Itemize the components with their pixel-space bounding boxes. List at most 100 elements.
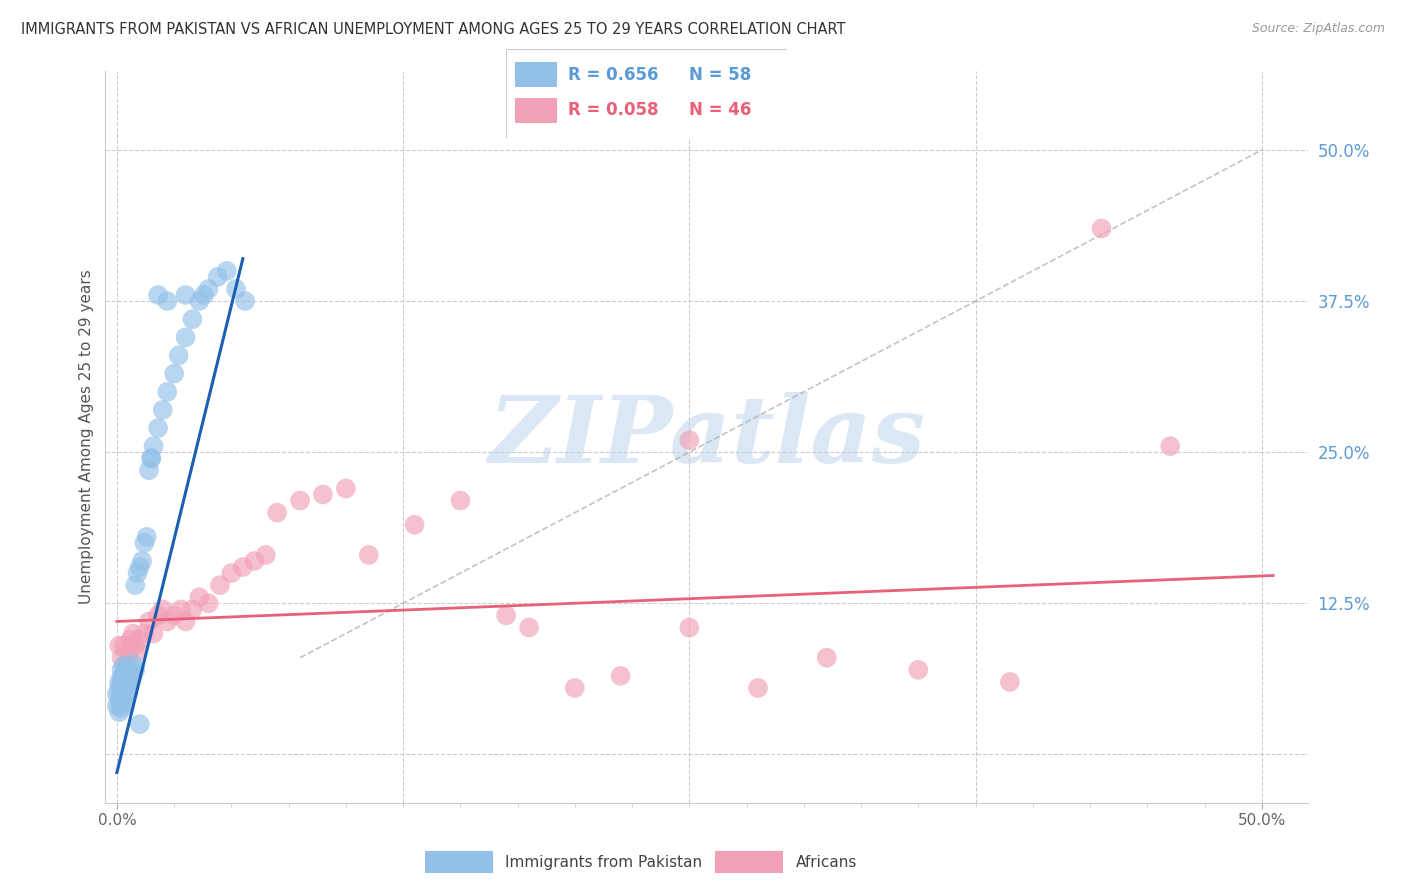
Point <box>142 439 165 453</box>
Point <box>117 674 139 689</box>
Text: N = 58: N = 58 <box>689 66 751 84</box>
Point <box>110 677 132 691</box>
Point <box>146 288 169 302</box>
Point <box>128 717 150 731</box>
Point <box>122 626 145 640</box>
Point <box>233 294 256 309</box>
Point <box>112 677 135 691</box>
Point <box>163 367 186 381</box>
Point <box>112 687 135 701</box>
Point <box>115 690 138 704</box>
Text: IMMIGRANTS FROM PAKISTAN VS AFRICAN UNEMPLOYMENT AMONG AGES 25 TO 29 YEARS CORRE: IMMIGRANTS FROM PAKISTAN VS AFRICAN UNEM… <box>21 22 845 37</box>
Point <box>108 639 131 653</box>
Point <box>1090 221 1112 235</box>
Point <box>127 566 149 580</box>
Point <box>404 517 426 532</box>
Point <box>266 506 288 520</box>
Point <box>907 663 929 677</box>
Point <box>232 560 254 574</box>
Point <box>208 578 231 592</box>
Point <box>163 608 186 623</box>
Point <box>110 670 132 684</box>
Point <box>105 699 128 714</box>
Point <box>120 632 142 647</box>
Point <box>115 663 138 677</box>
Point <box>357 548 380 562</box>
Point <box>134 626 156 640</box>
Point <box>243 554 266 568</box>
Point <box>134 536 156 550</box>
Point <box>108 681 131 695</box>
Text: Immigrants from Pakistan: Immigrants from Pakistan <box>505 855 702 870</box>
Point <box>152 403 174 417</box>
Text: Source: ZipAtlas.com: Source: ZipAtlas.com <box>1251 22 1385 36</box>
Point <box>678 433 700 447</box>
Point <box>495 608 517 623</box>
Text: Africans: Africans <box>796 855 858 870</box>
Point <box>312 487 335 501</box>
Point <box>124 663 146 677</box>
Point <box>197 596 219 610</box>
Point <box>127 645 149 659</box>
Point <box>174 288 197 302</box>
Point <box>124 578 146 592</box>
Point <box>112 657 135 672</box>
Text: ZIPatlas: ZIPatlas <box>488 392 925 482</box>
Point <box>110 701 132 715</box>
Point <box>110 684 132 698</box>
Point <box>170 602 193 616</box>
Point <box>288 493 311 508</box>
Point <box>254 548 277 562</box>
Y-axis label: Unemployment Among Ages 25 to 29 years: Unemployment Among Ages 25 to 29 years <box>79 269 94 605</box>
Point <box>128 560 150 574</box>
Point <box>815 650 838 665</box>
Point <box>138 615 160 629</box>
Point <box>1159 439 1181 453</box>
Point <box>517 620 540 634</box>
Point <box>174 330 197 344</box>
Point <box>156 615 179 629</box>
Text: R = 0.058: R = 0.058 <box>568 102 658 120</box>
Point <box>110 693 132 707</box>
Point <box>115 657 138 671</box>
Point <box>678 620 700 634</box>
Bar <box>515 62 557 87</box>
Point <box>449 493 471 508</box>
Point <box>142 626 165 640</box>
Point <box>108 705 131 719</box>
Bar <box>425 851 492 873</box>
Point <box>135 530 157 544</box>
Point <box>138 463 160 477</box>
Point <box>108 674 131 689</box>
Point <box>122 657 145 671</box>
Point <box>197 282 219 296</box>
Point <box>131 554 153 568</box>
Point <box>105 687 128 701</box>
Bar <box>716 851 783 873</box>
Point <box>128 632 150 647</box>
Point <box>609 669 631 683</box>
Point <box>221 566 243 580</box>
Point <box>207 269 229 284</box>
Point <box>108 690 131 704</box>
Point <box>117 665 139 680</box>
Point <box>174 615 197 629</box>
Point <box>564 681 586 695</box>
Point <box>181 602 204 616</box>
Point <box>152 602 174 616</box>
Point <box>156 294 179 309</box>
Point <box>124 639 146 653</box>
Point <box>188 294 211 309</box>
Point <box>225 282 247 296</box>
Point <box>117 645 139 659</box>
Point <box>156 384 179 399</box>
Point <box>110 650 132 665</box>
Bar <box>515 98 557 122</box>
Point <box>141 451 163 466</box>
Point <box>146 421 169 435</box>
Point <box>141 451 163 466</box>
Point <box>108 697 131 711</box>
Point <box>335 482 357 496</box>
Point <box>188 591 211 605</box>
Point <box>747 681 769 695</box>
